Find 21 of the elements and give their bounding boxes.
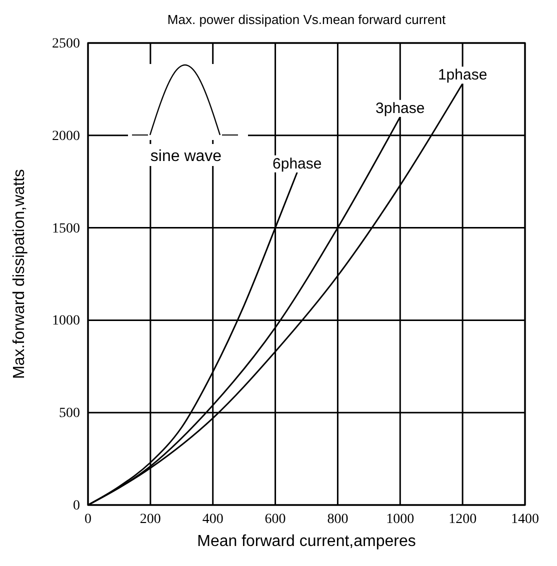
x-tick-label: 1400	[511, 512, 539, 527]
series-label: 1phase	[438, 66, 488, 84]
y-tick-label: 2500	[52, 36, 80, 52]
x-tick-label: 400	[202, 512, 224, 527]
y-axis-title: Max.forward dissipation,watts	[11, 169, 28, 379]
y-tick-label: 1000	[52, 314, 80, 329]
chart-title: Max. power dissipation Vs.mean forward current	[167, 12, 446, 27]
x-tick-label: 200	[140, 512, 161, 527]
x-tick-label: 1200	[448, 512, 477, 527]
x-tick-label: 0	[84, 512, 92, 527]
x-tick-label: 1000	[386, 512, 414, 527]
y-tick-label: 2000	[52, 128, 80, 144]
series-label: 3phase	[376, 100, 425, 117]
x-axis-title: Mean forward current,amperes	[197, 533, 416, 550]
y-tick-label: 500	[59, 406, 80, 422]
series-label: 6phase	[272, 155, 322, 172]
y-tick-label: 1500	[52, 221, 80, 236]
y-tick-label: 0	[73, 498, 80, 514]
x-tick-label: 800	[327, 512, 348, 527]
annotation: sine wave	[150, 148, 222, 165]
x-tick-label: 600	[264, 512, 286, 527]
